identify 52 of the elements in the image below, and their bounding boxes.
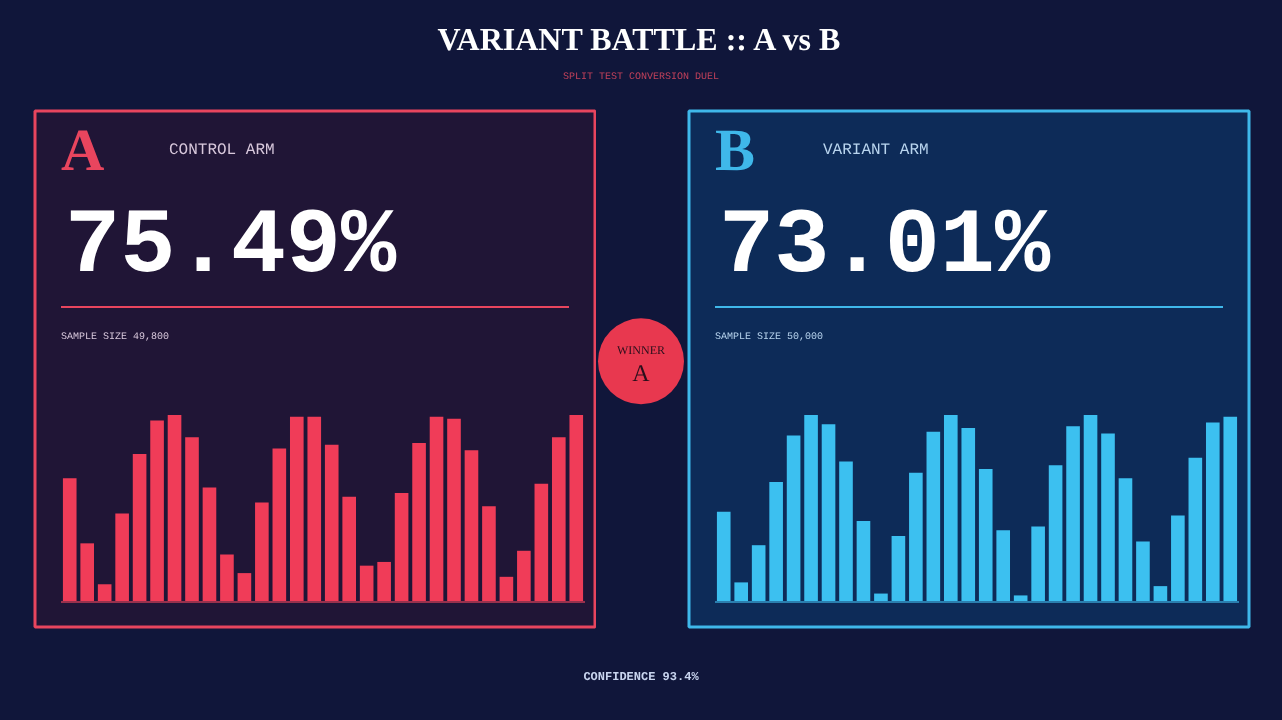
bar xyxy=(220,554,234,601)
bar xyxy=(447,418,461,601)
bar xyxy=(150,420,164,601)
bar xyxy=(786,435,801,601)
bar xyxy=(534,483,549,601)
bar xyxy=(891,535,906,601)
bar xyxy=(185,437,199,601)
bar xyxy=(769,481,783,601)
text: 73.01% xyxy=(719,195,1052,299)
bar xyxy=(804,415,818,601)
bar xyxy=(499,576,514,601)
text: A xyxy=(632,358,651,387)
bar xyxy=(926,431,941,601)
bar xyxy=(874,593,888,601)
bar xyxy=(909,472,923,601)
bar xyxy=(377,561,391,601)
text: 75.49% xyxy=(65,195,398,299)
bar xyxy=(412,442,426,601)
bar xyxy=(751,545,766,601)
bar xyxy=(1136,541,1150,601)
chart-title: B xyxy=(715,118,756,184)
bar xyxy=(1153,586,1168,601)
bar xyxy=(1048,465,1063,601)
bar xyxy=(1171,515,1185,601)
chart-title: A xyxy=(61,118,105,184)
bar xyxy=(255,502,269,601)
bar xyxy=(839,461,853,601)
bar xyxy=(1013,595,1028,601)
bar xyxy=(237,573,252,601)
bar xyxy=(517,550,531,601)
bar xyxy=(132,454,147,601)
bar xyxy=(821,424,836,601)
bar xyxy=(1188,457,1203,601)
bar xyxy=(359,565,374,601)
text: VARIANT BATTLE :: A vs B xyxy=(437,24,841,58)
bar xyxy=(97,584,112,601)
bar xyxy=(394,493,409,601)
bar xyxy=(167,415,182,601)
chart-subtitle: CONTROL ARM xyxy=(169,142,276,160)
bar xyxy=(856,521,871,601)
bar xyxy=(202,487,217,601)
chart-subtitle: VARIANT ARM xyxy=(823,142,930,160)
bar xyxy=(1031,526,1045,601)
bar xyxy=(115,513,129,601)
bar xyxy=(1118,478,1133,601)
bar xyxy=(1101,433,1115,601)
bar xyxy=(482,506,496,601)
bar xyxy=(464,450,479,601)
bar xyxy=(1066,426,1080,601)
bar xyxy=(1083,415,1098,601)
bar xyxy=(429,416,444,601)
bar xyxy=(272,448,287,601)
